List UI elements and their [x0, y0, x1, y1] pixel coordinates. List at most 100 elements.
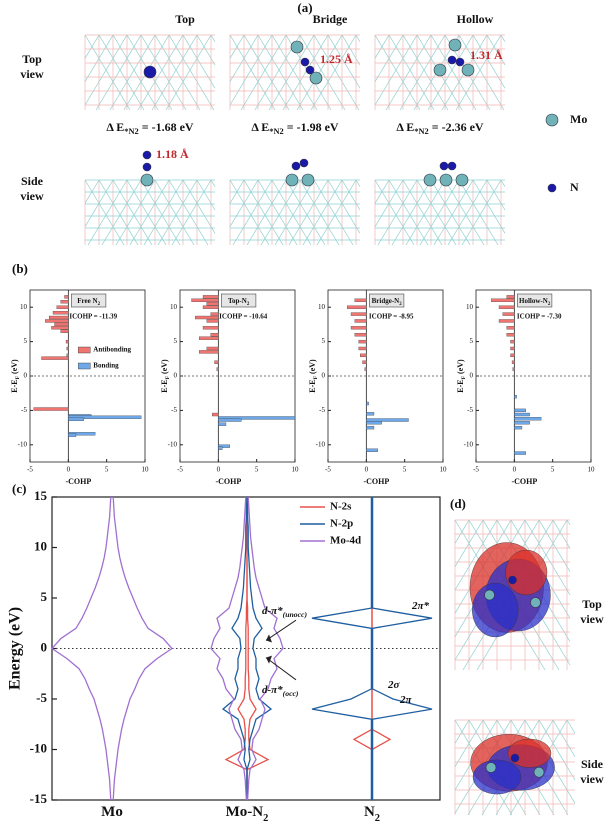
cohp-bar: [41, 356, 69, 360]
cohp-bar: [366, 421, 382, 425]
y-tick-label: -10: [316, 440, 326, 448]
lattice-line: [229, 34, 259, 82]
lattice-line: [112, 179, 153, 246]
cohp-bar: [506, 333, 515, 337]
lattice-line: [374, 179, 415, 246]
isosurface: [472, 582, 519, 638]
legend-label: N-2s: [330, 501, 352, 513]
chart-title: Hollow-N2: [519, 297, 551, 307]
y-axis-label-part: E-E: [308, 379, 317, 392]
lattice-line: [182, 179, 216, 234]
lattice-line: [419, 179, 460, 246]
x-tick-label: 10: [292, 466, 300, 474]
x-tick-label: 5: [403, 466, 407, 474]
cohp-bar: [354, 319, 367, 323]
lattice-line: [341, 34, 361, 66]
x-axis-label: -COHP: [65, 477, 91, 486]
dos-curve: [51, 496, 112, 801]
cohp-bar: [350, 326, 367, 330]
lattice-line: [433, 179, 474, 246]
lattice-line: [313, 34, 360, 111]
lattice-line: [355, 34, 361, 42]
column-title: Hollow: [457, 12, 494, 26]
y-tick-label: 5: [24, 337, 28, 345]
lattice-line: [257, 179, 298, 246]
y-axis-label: E-EF (eV): [308, 359, 319, 393]
legend-swatch: [78, 362, 91, 370]
arrow-head: [266, 655, 272, 664]
x-tick-label-part: N: [364, 804, 375, 820]
lattice-line: [126, 179, 167, 246]
cohp-bar: [206, 302, 219, 306]
y-axis-label-part: (eV): [308, 359, 317, 376]
cohp-bar: [33, 407, 69, 411]
lattice-line: [327, 179, 361, 234]
cohp-bar: [512, 367, 515, 371]
lattice-line: [472, 179, 506, 234]
lattice-line: [313, 179, 354, 246]
title-box: [221, 293, 257, 308]
cohp-bar: [68, 433, 77, 437]
x-tick-label-part: 2: [375, 813, 380, 824]
lattice-line: [552, 719, 576, 757]
lattice-line: [229, 179, 270, 246]
lattice-line: [84, 179, 125, 246]
lattice-line: [302, 179, 343, 246]
cohp-bar: [210, 333, 219, 337]
atom: [485, 762, 497, 773]
lattice-line: [341, 179, 361, 211]
atom: [448, 38, 462, 52]
lattice-line: [168, 179, 209, 246]
cohp-bar: [66, 353, 69, 358]
x-tick-label: 0: [67, 466, 71, 474]
arrow: [265, 657, 297, 681]
lattice-line: [458, 34, 505, 111]
lattice-line: [87, 179, 128, 246]
lattice-line: [486, 34, 506, 66]
atom: [299, 158, 309, 168]
lattice-line: [109, 34, 156, 111]
cohp-bar: [202, 326, 219, 330]
cohp-bar: [68, 417, 84, 421]
cohp-bar: [502, 312, 515, 316]
x-tick-label: 5: [105, 466, 109, 474]
lattice-line: [500, 34, 506, 42]
lattice-line: [430, 34, 477, 111]
lattice-line: [427, 34, 474, 111]
lattice-line: [327, 34, 361, 89]
cohp-bar: [60, 300, 69, 304]
lattice: [229, 179, 361, 246]
dos-curve: [311, 497, 373, 800]
bond-length: 1.31 Å: [470, 48, 503, 62]
atom: [439, 173, 453, 187]
lattice-line: [165, 34, 212, 111]
atom: [484, 589, 495, 601]
lattice-line: [260, 179, 301, 246]
lattice-line: [447, 179, 488, 246]
y-tick-label: -10: [30, 740, 47, 755]
x-tick-label: -5: [473, 466, 479, 474]
lattice-line: [115, 179, 156, 246]
cohp-bar: [218, 418, 242, 422]
lattice-line: [229, 34, 273, 106]
x-tick-label: 0: [513, 466, 517, 474]
cohp-bar: [66, 346, 69, 351]
x-tick-label: Mo-N2: [226, 804, 269, 823]
lattice-line: [430, 179, 471, 246]
adsorption-energy: Δ E*N2 = -1.98 eV: [251, 120, 338, 137]
row-title: Side: [21, 174, 44, 188]
y-tick-label: 5: [174, 337, 178, 345]
lattice-line: [232, 179, 273, 246]
chart-title-part: Hollow-N: [519, 297, 548, 305]
y-axis-label: Energy (eV): [7, 607, 24, 690]
lattice-line: [399, 34, 446, 111]
annotation: 2π: [399, 694, 413, 706]
cohp-bar: [214, 360, 219, 364]
atom: [533, 766, 545, 778]
cohp-bar: [498, 319, 515, 323]
atom: [455, 57, 465, 67]
atom: [142, 150, 152, 160]
lattice-line: [566, 519, 571, 526]
lattice-line: [246, 179, 287, 246]
